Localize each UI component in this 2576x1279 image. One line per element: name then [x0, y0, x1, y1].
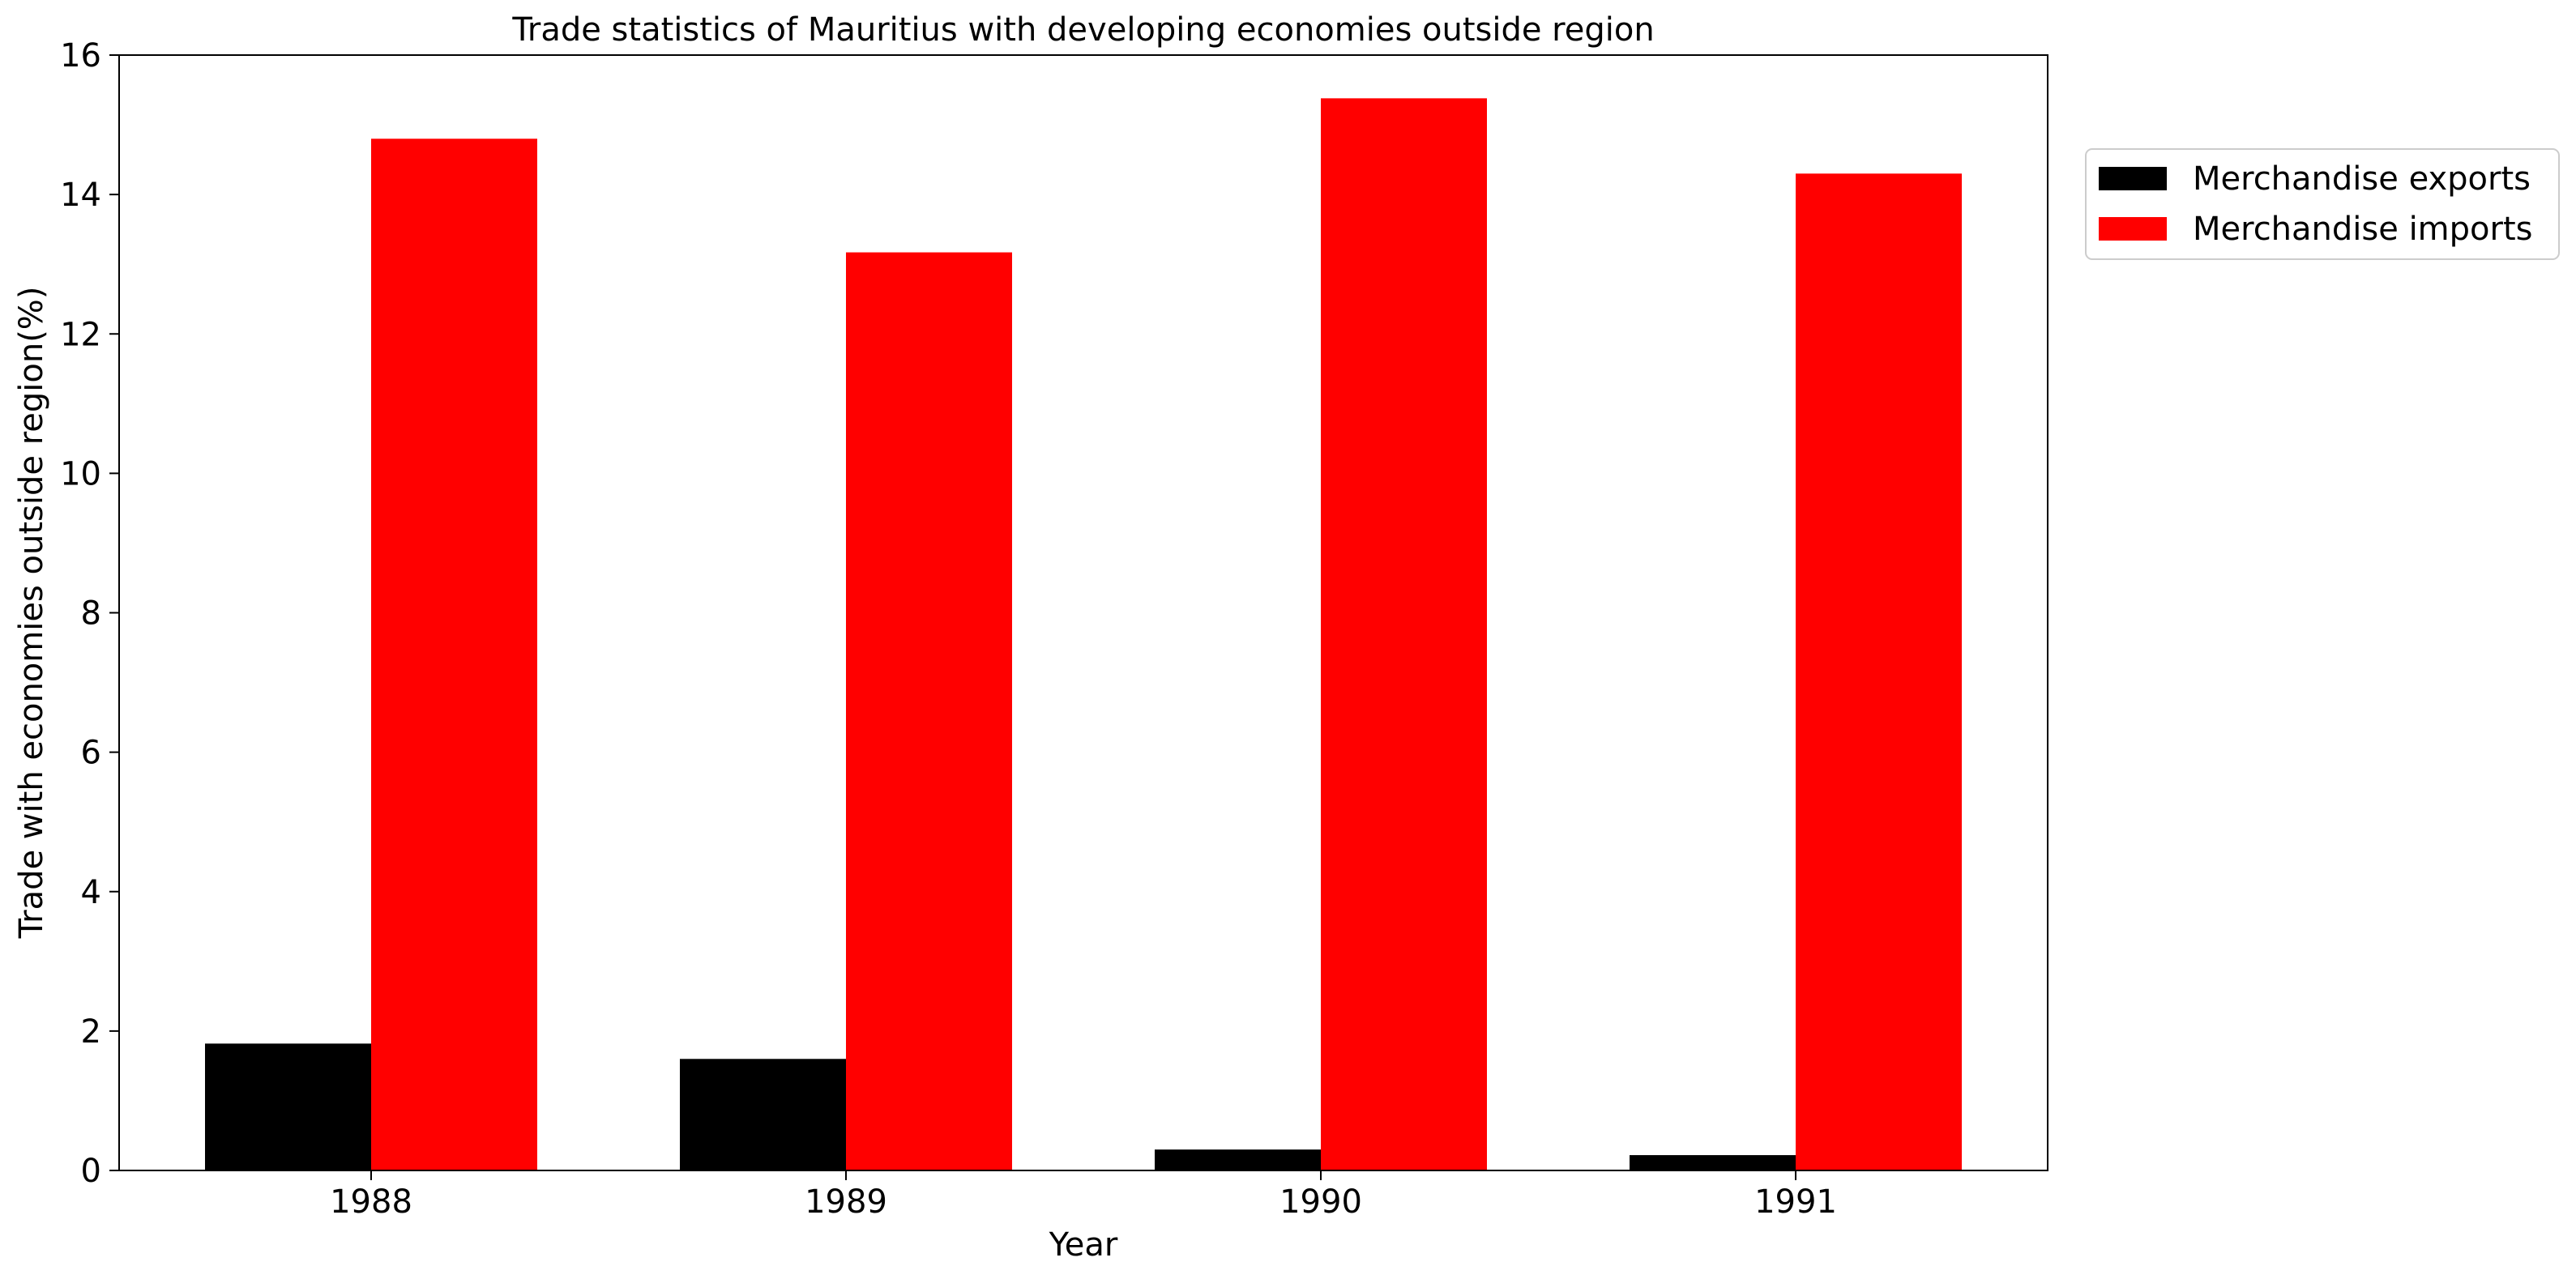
bar-imports-1990	[1321, 98, 1487, 1170]
y-tick-label: 2	[81, 1013, 101, 1051]
y-tick-label: 4	[81, 874, 101, 911]
legend-frame	[2085, 148, 2560, 260]
bar-exports-1988	[205, 1043, 371, 1170]
x-tick-label: 1988	[330, 1183, 412, 1221]
x-tick-label: 1989	[805, 1183, 887, 1221]
x-tick-label: 1990	[1279, 1183, 1362, 1221]
legend-entry: Merchandise exports	[2193, 160, 2531, 198]
y-axis-label: Trade with economies outside region(%)	[13, 287, 50, 940]
y-axis: 0 2 4 6 8 10 12 14 16	[60, 37, 119, 1190]
bar-exports-1989	[680, 1059, 846, 1170]
y-tick-label: 8	[81, 595, 101, 633]
bars-group	[205, 98, 1962, 1170]
chart-title: Trade statistics of Mauritius with devel…	[511, 11, 1654, 49]
bar-exports-1991	[1630, 1155, 1796, 1170]
y-tick-label: 16	[60, 37, 101, 75]
bar-imports-1988	[371, 139, 537, 1170]
y-tick-label: 0	[81, 1153, 101, 1190]
legend-swatch	[2099, 167, 2167, 190]
legend-entry: Merchandise imports	[2193, 211, 2532, 248]
x-axis: 1988 1989 1990 1991	[330, 1170, 1837, 1221]
x-axis-label: Year	[1049, 1226, 1118, 1264]
x-tick-label: 1991	[1754, 1183, 1837, 1221]
y-tick-label: 10	[60, 455, 101, 492]
y-tick-label: 14	[60, 177, 101, 214]
bar-imports-1991	[1796, 173, 1962, 1170]
legend: Merchandise exports Merchandise imports	[2085, 148, 2560, 260]
bar-exports-1990	[1155, 1149, 1321, 1170]
legend-swatch	[2099, 217, 2167, 241]
y-tick-label: 12	[60, 316, 101, 353]
bar-imports-1989	[846, 252, 1012, 1170]
y-tick-label: 6	[81, 735, 101, 772]
